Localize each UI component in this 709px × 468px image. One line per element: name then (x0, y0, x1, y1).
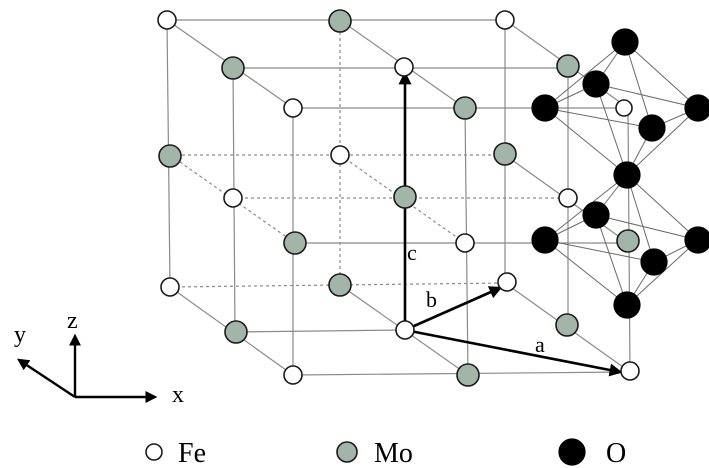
vector-c-label: c (407, 240, 417, 265)
fe-atom (620, 361, 640, 381)
fe-atom (157, 10, 177, 30)
fe-atom (455, 233, 475, 253)
o-atom (613, 291, 641, 319)
fe-atom (394, 57, 414, 77)
o-atom (582, 201, 610, 229)
legend-fe-label: Fe (178, 438, 206, 468)
vector-b-label: b (426, 287, 437, 312)
o-atom (611, 28, 639, 56)
fe-atom (615, 99, 633, 117)
o-atom (640, 248, 668, 276)
legend-mo-swatch (336, 441, 358, 463)
z-axis-label: z (67, 308, 78, 334)
fe-atom (558, 188, 578, 208)
vector-a-arrow (404, 328, 623, 377)
mo-atom (224, 320, 248, 344)
mo-atom (556, 54, 580, 78)
mo-atom (283, 231, 307, 255)
mo-atom (221, 56, 245, 80)
fe-atom (283, 365, 303, 385)
mo-atom (493, 142, 517, 166)
x-axis-label: x (172, 382, 184, 408)
coordinate-axes (16, 333, 158, 403)
legend-o-swatch (558, 438, 586, 466)
vector-a-label: a (535, 332, 545, 357)
fe-atom (223, 188, 243, 208)
o-atom (531, 226, 559, 254)
legend: Fe Mo O (145, 438, 626, 468)
legend-fe-swatch (145, 443, 163, 461)
y-axis-label: y (14, 322, 26, 348)
fe-atom (330, 145, 350, 165)
o-atom (684, 94, 709, 122)
mo-atom (555, 313, 579, 337)
mo-atom (453, 96, 477, 120)
mo-atom (393, 185, 417, 209)
mo-atom (158, 144, 182, 168)
o-atoms (531, 28, 709, 319)
o-atom (531, 94, 559, 122)
fe-atom (497, 272, 517, 292)
fe-atoms (157, 10, 640, 385)
fe-atom (395, 320, 415, 340)
vector-b-arrow (404, 286, 503, 332)
mo-atom (328, 273, 352, 297)
o-atom (684, 226, 709, 254)
o-atom (582, 70, 610, 98)
legend-o-label: O (606, 438, 626, 468)
fe-atom (283, 98, 303, 118)
mo-atom (616, 229, 640, 253)
y-axis-arrow (16, 358, 76, 399)
o-atom (613, 161, 641, 189)
legend-mo-label: Mo (374, 438, 413, 468)
o-atom (638, 114, 666, 142)
fe-atom (160, 277, 180, 297)
mo-atom (456, 363, 480, 387)
mo-atom (328, 9, 352, 33)
fe-atom (495, 10, 515, 30)
mo-atoms (158, 9, 640, 387)
